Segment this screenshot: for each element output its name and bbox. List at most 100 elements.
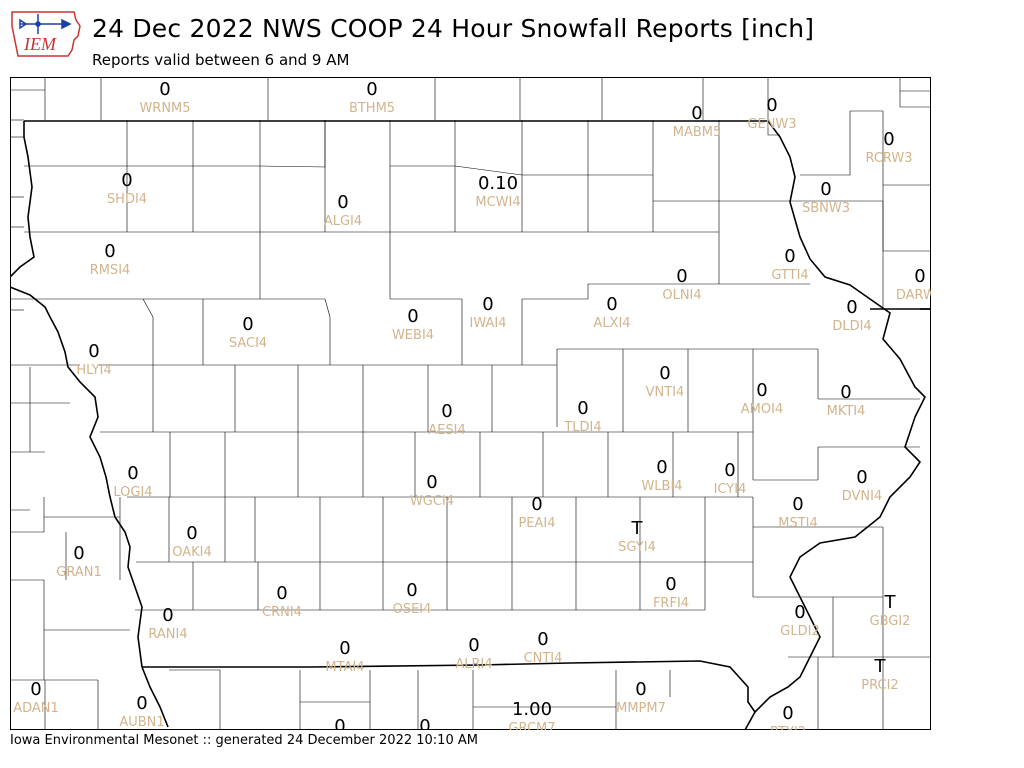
station-id: AESI4: [428, 423, 465, 438]
snowfall-value: 1.00: [512, 699, 552, 720]
snowfall-value: 0: [419, 716, 430, 730]
station-id: GRAN1: [56, 565, 101, 580]
station-id: MABM5: [673, 125, 722, 140]
snowfall-value: T: [874, 656, 887, 677]
snowfall-value: 0: [121, 170, 132, 191]
snowfall-value: 0: [159, 79, 170, 100]
snowfall-value: 0: [30, 679, 41, 700]
station-id: AUBN1: [119, 715, 164, 730]
logo-text: IEM: [23, 34, 57, 54]
snowfall-value: 0: [276, 583, 287, 604]
station-id: MKTI4: [827, 404, 866, 419]
station-id: SACI4: [229, 336, 267, 351]
station-id: MMPM7: [616, 701, 666, 716]
station-id: GTTI4: [771, 268, 808, 283]
snowfall-value: 0: [914, 266, 925, 287]
snowfall-value: 0: [482, 294, 493, 315]
station-id: LOGI4: [113, 485, 152, 500]
station-id: ALXI4: [593, 316, 630, 331]
station-id: RCRW3: [865, 151, 912, 166]
snowfall-value: 0: [782, 703, 793, 724]
station-id: CRNI4: [262, 605, 302, 620]
station-id: MCWI4: [475, 195, 520, 210]
snowfall-value: 0: [366, 79, 377, 100]
station-id: RANI4: [148, 627, 187, 642]
station-id: GLDI2: [780, 624, 819, 639]
station-id: PRCI2: [861, 678, 898, 693]
station-id: WRNM5: [139, 101, 190, 116]
snowfall-value: 0: [136, 693, 147, 714]
station-id: WLBI4: [641, 479, 682, 494]
snowfall-value: 0: [883, 129, 894, 150]
snowfall-value: 0: [606, 294, 617, 315]
station-id: VNTI4: [646, 385, 685, 400]
station-id: PEAI4: [518, 516, 555, 531]
station-id: MTAI4: [325, 660, 364, 675]
station-id: BTHM5: [349, 101, 395, 116]
weather-vane-icon: [19, 14, 72, 34]
snowfall-value: 0: [242, 314, 253, 335]
snowfall-value: 0: [724, 460, 735, 481]
snowfall-value: 0: [104, 241, 115, 262]
snowfall-value: 0: [820, 179, 831, 200]
snowfall-value: 0: [426, 472, 437, 493]
station-id: SBNW3: [802, 201, 850, 216]
snowfall-value: 0: [537, 629, 548, 650]
iem-logo: IEM: [11, 11, 81, 57]
snowfall-value: 0: [665, 574, 676, 595]
mississippi-river: [744, 120, 926, 730]
snowfall-value: 0: [531, 494, 542, 515]
station-id: AMOI4: [741, 402, 783, 417]
map-title: 24 Dec 2022 NWS COOP 24 Hour Snowfall Re…: [92, 14, 815, 43]
snowfall-value: 0: [339, 638, 350, 659]
station-report: 0: [334, 716, 345, 730]
snowfall-value: 0: [794, 602, 805, 623]
station-id: GBGI2: [870, 614, 911, 629]
station-id: DARW3: [896, 288, 931, 303]
snowfall-value: 0: [186, 523, 197, 544]
snowfall-value: 0: [127, 463, 138, 484]
footer-credit: Iowa Environmental Mesonet :: generated …: [10, 733, 478, 748]
station-id: TLDI4: [563, 420, 601, 435]
station-id: ADAN1: [13, 701, 59, 716]
station-id: OSEI4: [393, 602, 432, 617]
map-border: [10, 77, 931, 730]
snowfall-value: 0: [856, 467, 867, 488]
station-id: RMSI4: [90, 263, 131, 278]
station-id: WGCI4: [410, 494, 454, 509]
station-id: SHDI4: [107, 192, 147, 207]
